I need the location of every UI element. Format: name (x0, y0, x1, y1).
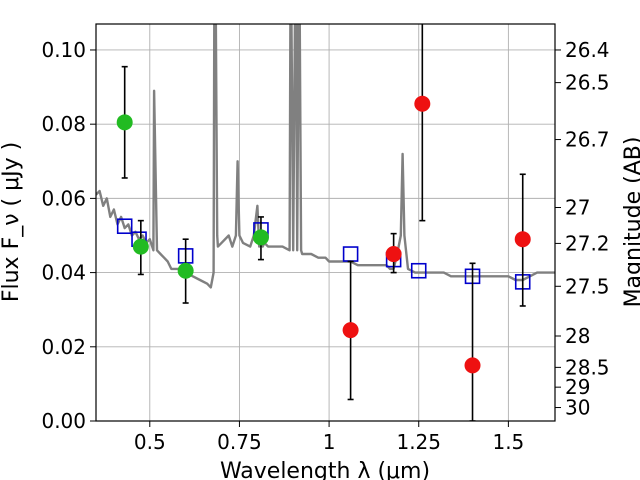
magnitude-tick-label: 26.7 (565, 128, 610, 152)
magnitude-tick-label: 26.4 (565, 38, 610, 62)
x-tick-label: 1 (323, 430, 336, 454)
x-tick-label: 0.5 (134, 430, 166, 454)
model-photometry-square (116, 218, 133, 235)
magnitude-axis-label: Magnitude (AB) (621, 137, 640, 308)
magnitude-tick-label: 26.5 (565, 71, 610, 95)
model-photometry-square (410, 262, 427, 279)
detection-point (177, 262, 194, 279)
detection-point (116, 114, 133, 131)
x-tick-label: 1.25 (396, 430, 441, 454)
magnitude-tick-label: 30 (565, 396, 590, 420)
y-tick-label: 0.08 (41, 112, 86, 136)
detection-point (252, 229, 269, 246)
magnitude-tick-label: 29 (565, 375, 590, 399)
y-tick-label: 0.00 (41, 409, 86, 433)
plot-background (96, 24, 555, 421)
nondetection-point (514, 231, 531, 248)
nondetection-point (385, 246, 402, 263)
data-points-layer (116, 24, 531, 421)
y-tick-label: 0.10 (41, 38, 86, 62)
x-tick-label: 1.5 (492, 430, 524, 454)
magnitude-tick-label: 27.2 (565, 231, 610, 255)
model-spectrum-line (96, 24, 555, 289)
x-axis-ticks: 0.5 0.75 1 1.25 1.5 (134, 421, 524, 454)
y-tick-label: 0.06 (41, 186, 86, 210)
y-tick-label: 0.04 (41, 261, 86, 285)
nondetection-point (464, 357, 481, 374)
x-tick-label: 0.75 (217, 430, 262, 454)
nondetection-point (414, 95, 431, 112)
magnitude-tick-label: 28.5 (565, 355, 610, 379)
y-axis-label: Flux F_ν ( μJy ) (0, 142, 24, 302)
magnitude-tick-label: 27.5 (565, 274, 610, 298)
y-axis-ticks: 0.00 0.02 0.04 0.06 0.08 0.10 (41, 38, 96, 433)
x-axis-label: Wavelength λ (μm) (220, 459, 430, 480)
magnitude-tick-label: 27 (565, 195, 590, 219)
nondetection-point (342, 322, 359, 339)
model-spectrum-layer (96, 24, 555, 289)
magnitude-tick-label: 28 (565, 324, 590, 348)
y-tick-label: 0.02 (41, 335, 86, 359)
plot-frame (95, 23, 556, 422)
detection-point (132, 238, 149, 255)
